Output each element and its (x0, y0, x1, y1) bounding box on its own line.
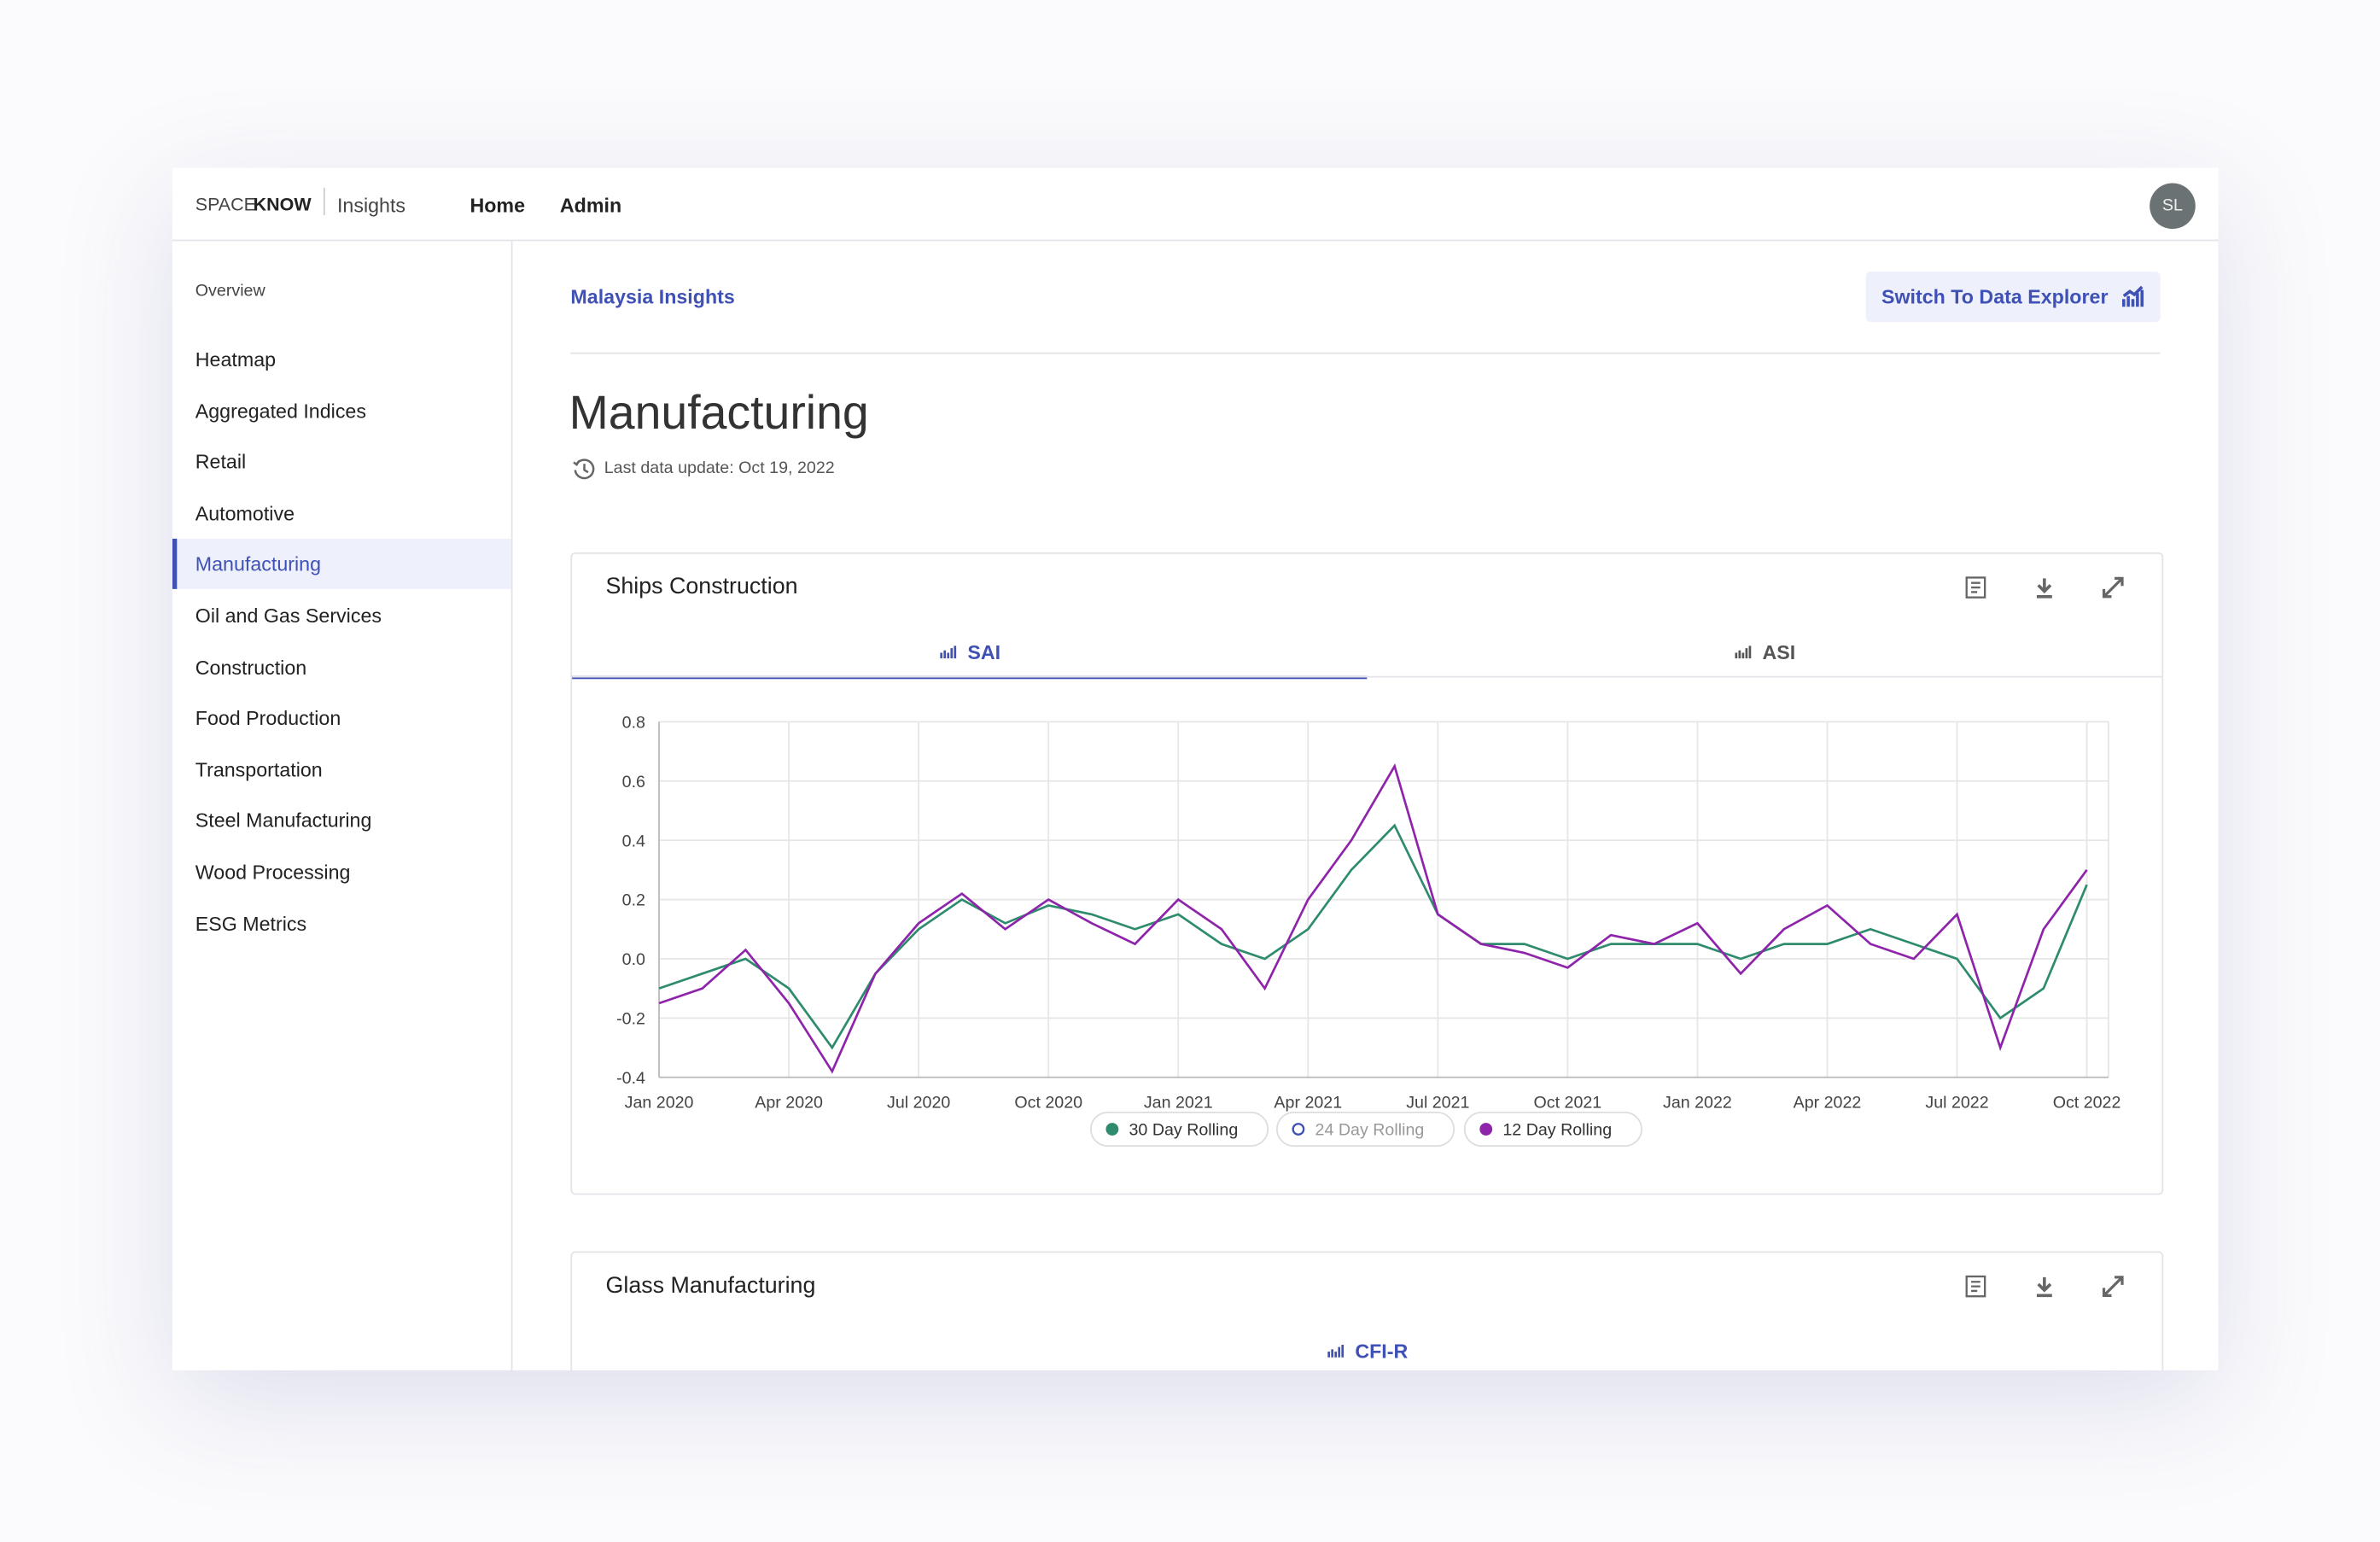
x-tick-label: Apr 2020 (755, 1094, 823, 1113)
line (658, 763, 2088, 1074)
clock-icon (573, 459, 595, 480)
sidebar-item[interactable]: Aggregated Indices (195, 399, 366, 423)
x-tick-label: Apr 2021 (1274, 1094, 1342, 1113)
avatar[interactable]: SL (2150, 183, 2196, 230)
sidebar-item[interactable]: Wood Processing (195, 860, 351, 884)
y-tick-label: -0.4 (616, 1069, 645, 1088)
tab-label: ASI (1762, 640, 1796, 663)
nav-link[interactable]: Home (470, 193, 526, 217)
card: Ships Construction SAI ASI -0.4 -0.2 0.0 0.… (570, 552, 2164, 1195)
x-tick-label: Apr 2022 (1794, 1094, 1862, 1113)
tab-divider (572, 675, 2162, 678)
button-label: Switch To Data Explorer (1881, 285, 2109, 309)
doc-icon[interactable] (1963, 575, 1988, 600)
download-icon[interactable] (2033, 575, 2057, 600)
app: SPACE KNOW Insights Home Admin SL Overvi… (172, 167, 2219, 1370)
sidebar-heading: Overview (195, 282, 265, 301)
sidebar-item[interactable]: Automotive (195, 501, 295, 525)
tab-label: CFI-R (1355, 1339, 1409, 1363)
legend-pill (1275, 1111, 1455, 1148)
x-tick-label: Jan 2022 (1663, 1094, 1732, 1113)
separator (570, 352, 2161, 354)
doc-icon[interactable] (1963, 1274, 1988, 1299)
line (658, 823, 2088, 1050)
legend-label: 12 Day Rolling (1502, 1121, 1612, 1140)
card-title: Ships Construction (605, 573, 798, 600)
sidebar-item[interactable]: Oil and Gas Services (195, 604, 382, 628)
legend-dot (1105, 1123, 1119, 1136)
tab[interactable]: ASI (1367, 628, 2161, 676)
x-tick-label: Jul 2020 (887, 1094, 950, 1113)
y-tick-label: 0.4 (622, 832, 645, 850)
x-tick-label: Jan 2021 (1144, 1094, 1213, 1113)
sidebar-item[interactable]: Steel Manufacturing (195, 809, 372, 832)
sidebar-item[interactable]: Heatmap (195, 348, 277, 371)
tab-label: SAI (967, 640, 1001, 663)
page-title: Manufacturing (569, 386, 869, 440)
tab-icon (940, 645, 957, 659)
x-tick-label: Oct 2020 (1014, 1094, 1082, 1113)
sidebar-item[interactable]: Retail (195, 450, 247, 474)
x-tick-label: Jul 2022 (1925, 1094, 1988, 1113)
tab-icon (1327, 1344, 1345, 1358)
y-tick-label: 0.8 (622, 713, 645, 732)
legend-label: 24 Day Rolling (1315, 1121, 1425, 1140)
tab[interactable]: CFI-R (572, 1326, 2161, 1370)
sidebar-item[interactable]: Food Production (195, 706, 341, 730)
y-tick-label: 0.2 (622, 891, 645, 910)
x-tick-label: Jan 2020 (625, 1094, 694, 1113)
card: Glass Manufacturing CFI-R (570, 1251, 2164, 1370)
y-tick-label: -0.2 (616, 1010, 645, 1029)
breadcrumb[interactable]: Malaysia Insights (570, 285, 735, 309)
nav-link[interactable]: Admin (559, 193, 622, 217)
legend-dot (1292, 1123, 1305, 1136)
brand-know: KNOW (253, 193, 312, 215)
switch-button[interactable]: Switch To Data Explorer (1865, 272, 2161, 323)
tab-icon (1735, 645, 1752, 659)
product: Insights (336, 193, 406, 217)
legend-pill (1089, 1111, 1269, 1148)
top-bar: SPACE KNOW Insights Home Admin SL (172, 168, 2219, 242)
sidebar-item[interactable]: Transportation (195, 757, 323, 781)
card-title: Glass Manufacturing (605, 1272, 816, 1299)
y-tick-label: 0.0 (622, 950, 645, 969)
legend-pill (1463, 1111, 1642, 1148)
y-tick-label: 0.6 (622, 773, 645, 791)
sidebar-item[interactable]: Manufacturing (172, 539, 511, 590)
sidebar-item[interactable]: Construction (195, 655, 307, 679)
legend-label: 30 Day Rolling (1129, 1121, 1239, 1140)
chart-icon (2121, 284, 2144, 307)
legend-dot (1479, 1123, 1493, 1136)
expand-icon[interactable] (2101, 575, 2126, 600)
download-icon[interactable] (2033, 1274, 2057, 1299)
last-update: Last data update: Oct 19, 2022 (604, 459, 835, 478)
sidebar: Overview Heatmap Aggregated Indices Retail… (172, 241, 513, 1370)
divider (323, 187, 325, 215)
x-tick-label: Oct 2021 (1534, 1094, 1602, 1113)
tab[interactable]: SAI (572, 628, 1368, 680)
x-tick-label: Jul 2021 (1406, 1094, 1469, 1113)
brand-space: SPACE (195, 193, 256, 215)
x-tick-label: Oct 2022 (2053, 1094, 2121, 1113)
sidebar-item[interactable]: ESG Metrics (195, 912, 307, 935)
chart: -0.4 -0.2 0.0 0.2 0.4 0.6 0.8 Jan 2020 Apr 2020 J… (616, 713, 2121, 1148)
expand-icon[interactable] (2101, 1274, 2126, 1299)
